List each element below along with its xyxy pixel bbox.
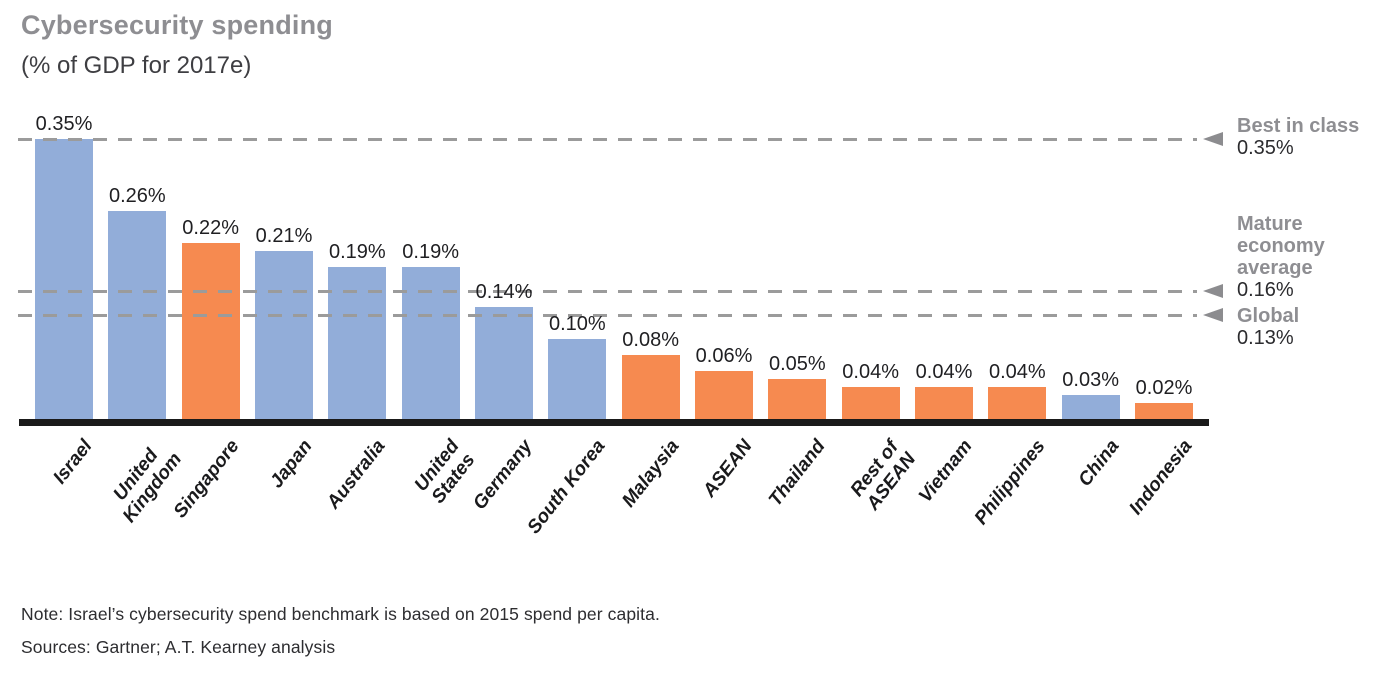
- bar-value-label: 0.05%: [768, 353, 826, 375]
- bar-value-label: 0.35%: [35, 113, 93, 135]
- reference-label: Best in class: [1237, 115, 1360, 137]
- chart-title: Cybersecurity spending: [21, 10, 333, 40]
- reference-label: Global: [1237, 305, 1300, 327]
- category-label-text: United States: [410, 436, 480, 508]
- category-label-text: China: [1074, 436, 1124, 491]
- chart-note: Note: Israel’s cybersecurity spend bench…: [21, 604, 660, 624]
- reference-value: 0.16%: [1237, 279, 1294, 301]
- category-label-text: Germany: [469, 436, 537, 514]
- bar-china: [1061, 395, 1120, 419]
- bar-value-label: 0.19%: [402, 241, 460, 263]
- bar-indonesia: [1135, 403, 1193, 419]
- category-label-text: Malaysia: [617, 436, 684, 512]
- category-label-text: Australia: [323, 436, 390, 514]
- left-arrowhead-icon: [1203, 308, 1223, 322]
- bar-vietnam: [915, 387, 973, 419]
- bar-value-label: 0.02%: [1135, 377, 1193, 399]
- x-axis-line: [19, 419, 1209, 426]
- bar-value-label: 0.10%: [548, 313, 606, 335]
- bar-value-label: 0.04%: [915, 361, 973, 383]
- bar-malaysia: [621, 355, 680, 419]
- left-arrowhead-icon: [1203, 284, 1223, 298]
- bar-germany: [475, 307, 533, 419]
- chart-sources: Sources: Gartner; A.T. Kearney analysis: [21, 637, 336, 657]
- bar-value-label: 0.14%: [475, 281, 533, 303]
- reference-annotation: Mature economy average 0.16%: [1237, 213, 1369, 301]
- bar-value-label: 0.22%: [182, 217, 240, 239]
- reference-line-mature-economy-average: [18, 290, 1197, 293]
- bar-value-label: 0.06%: [695, 345, 753, 367]
- bar-value-label: 0.19%: [328, 241, 386, 263]
- bar-value-label: 0.21%: [255, 225, 313, 247]
- bar-value-label: 0.04%: [988, 361, 1046, 383]
- category-label-text: South Korea: [523, 436, 610, 538]
- category-label-text: ASEAN: [699, 436, 757, 502]
- reference-value: 0.35%: [1237, 137, 1294, 159]
- bar-value-label: 0.08%: [622, 329, 680, 351]
- category-label-text: Thailand: [765, 436, 830, 511]
- bar-value-label: 0.26%: [108, 185, 166, 207]
- reference-label: Mature economy average: [1237, 213, 1325, 279]
- bar-value-label: 0.03%: [1062, 369, 1120, 391]
- category-label-text: Israel: [49, 436, 97, 489]
- reference-value: 0.13%: [1237, 327, 1294, 349]
- category-label-text: Indonesia: [1125, 436, 1197, 519]
- chart-subtitle: (% of GDP for 2017e): [21, 52, 252, 79]
- category-label-text: Vietnam: [914, 436, 977, 507]
- reference-line-best-in-class: [18, 138, 1197, 141]
- bar-south-korea: [548, 339, 607, 419]
- bar-israel: [35, 139, 93, 419]
- category-label-text: Singapore: [169, 436, 244, 523]
- left-arrowhead-icon: [1203, 132, 1223, 146]
- bar-asean: [695, 371, 753, 419]
- category-label-text: Philippines: [970, 436, 1050, 529]
- reference-line-global: [18, 314, 1197, 317]
- bar-value-label: 0.04%: [842, 361, 900, 383]
- bar-japan: [255, 251, 313, 419]
- bar-philippines: [988, 387, 1047, 419]
- reference-annotation: Best in class 0.35%: [1237, 115, 1369, 159]
- bar-rest-of-asean: [841, 387, 900, 419]
- bar-thailand: [768, 379, 827, 419]
- reference-annotation: Global 0.13%: [1237, 305, 1369, 349]
- category-label-text: Japan: [266, 436, 317, 493]
- bar-singapore: [181, 243, 240, 419]
